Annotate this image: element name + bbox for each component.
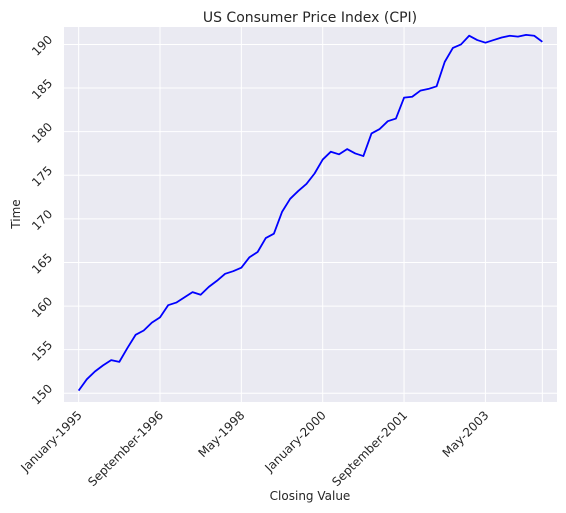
y-tick-label: 160 (29, 294, 55, 320)
cpi-series-line (77, 33, 543, 392)
y-tick-label: 180 (29, 120, 55, 146)
x-tick-label: January-2000 (262, 408, 329, 475)
plot-background (64, 27, 557, 402)
x-tick-label: September-2001 (329, 408, 410, 489)
y-tick-label: 165 (29, 251, 55, 277)
x-tick-label: May-2003 (440, 408, 492, 460)
y-axis-label: Time (9, 199, 23, 229)
chart-title: US Consumer Price Index (CPI) (203, 10, 417, 26)
grid-lines (64, 27, 557, 402)
y-tick-label: 155 (29, 338, 55, 364)
y-tick-label: 175 (29, 163, 55, 189)
y-tick-label: 170 (29, 207, 55, 233)
x-tick-label: September-1996 (85, 408, 166, 489)
x-tick-label: January-1995 (17, 408, 84, 475)
y-tick-label: 185 (29, 76, 55, 102)
x-tick-labels: January-1995 September-1996 May-1998 Januar… (17, 408, 491, 489)
x-axis-label: Closing Value (270, 489, 351, 503)
y-tick-label: 150 (29, 381, 55, 407)
y-tick-labels: 150 155 160 165 170 175 180 185 190 (29, 33, 55, 408)
x-tick-label: May-1998 (196, 408, 248, 460)
y-tick-label: 190 (29, 33, 55, 59)
